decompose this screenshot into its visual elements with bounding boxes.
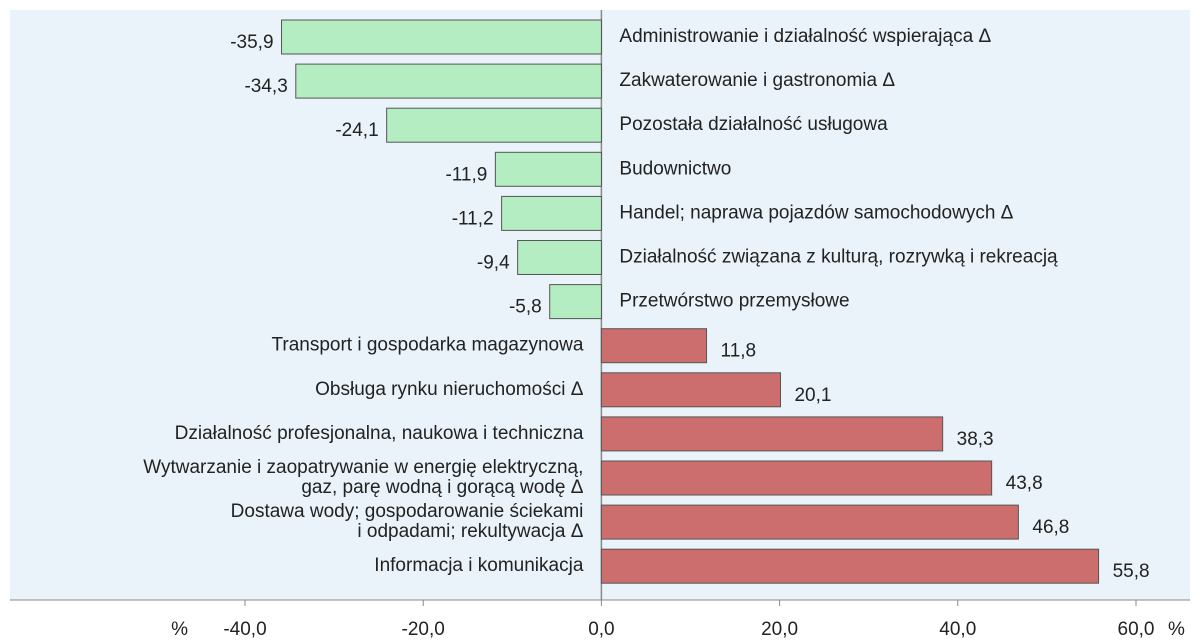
value-label: -35,9 [230, 32, 273, 53]
x-tick-label: 20,0 [761, 619, 798, 640]
x-tick-label: -40,0 [223, 619, 266, 640]
value-label: 20,1 [794, 385, 831, 406]
category-label: Działalność profesjonalna, naukowa i tec… [175, 423, 584, 444]
bar [600, 416, 944, 452]
bar [517, 240, 602, 275]
bar [600, 460, 993, 496]
value-label: -11,9 [445, 164, 487, 185]
value-label: 43,8 [1006, 473, 1043, 494]
value-label: -24,1 [335, 120, 378, 141]
bar [600, 548, 1100, 584]
bar [501, 195, 602, 231]
x-unit-left: % [171, 619, 188, 640]
category-label: Wytwarzanie i zaopatrywanie w energię el… [143, 457, 584, 498]
category-label: Obsługa rynku nieruchomości Δ [315, 379, 584, 400]
bar [600, 328, 708, 364]
value-label: 46,8 [1032, 517, 1069, 538]
bar [494, 151, 602, 187]
value-label: 55,8 [1113, 561, 1150, 582]
category-label: Administrowanie i działalność wspierając… [619, 26, 991, 47]
x-unit-right: % [1168, 619, 1185, 640]
x-tick-label: 40,0 [939, 619, 976, 640]
category-label: Informacja i komunikacja [374, 555, 584, 576]
value-label: -5,8 [509, 297, 542, 318]
category-label: Pozostała działalność usługowa [619, 114, 888, 135]
bar [386, 107, 602, 143]
bar [295, 63, 602, 99]
category-label: Dostawa wody; gospodarowanie ściekami i o… [231, 501, 584, 542]
x-tick-label: -20,0 [402, 619, 445, 640]
category-label: Przetwórstwo przemysłowe [619, 291, 849, 312]
category-label: Budownictwo [619, 158, 731, 179]
value-label: -9,4 [477, 253, 510, 274]
category-label: Zakwaterowanie i gastronomia Δ [619, 70, 895, 91]
bar [600, 372, 781, 408]
x-tick-label: 60,0 [1118, 619, 1155, 640]
bar [281, 19, 602, 55]
value-label: 38,3 [957, 429, 994, 450]
value-label: 11,8 [721, 341, 757, 362]
bar [549, 284, 602, 320]
bar [600, 504, 1019, 540]
x-tick-label: 0,0 [588, 619, 614, 640]
value-label: -34,3 [244, 76, 287, 97]
category-label: Transport i gospodarka magazynowa [271, 335, 583, 356]
value-label: -11,2 [452, 208, 494, 229]
category-label: Handel; naprawa pojazdów samochodowych Δ [619, 202, 1013, 223]
category-label: Działalność związana z kulturą, rozrywką… [619, 247, 1058, 268]
